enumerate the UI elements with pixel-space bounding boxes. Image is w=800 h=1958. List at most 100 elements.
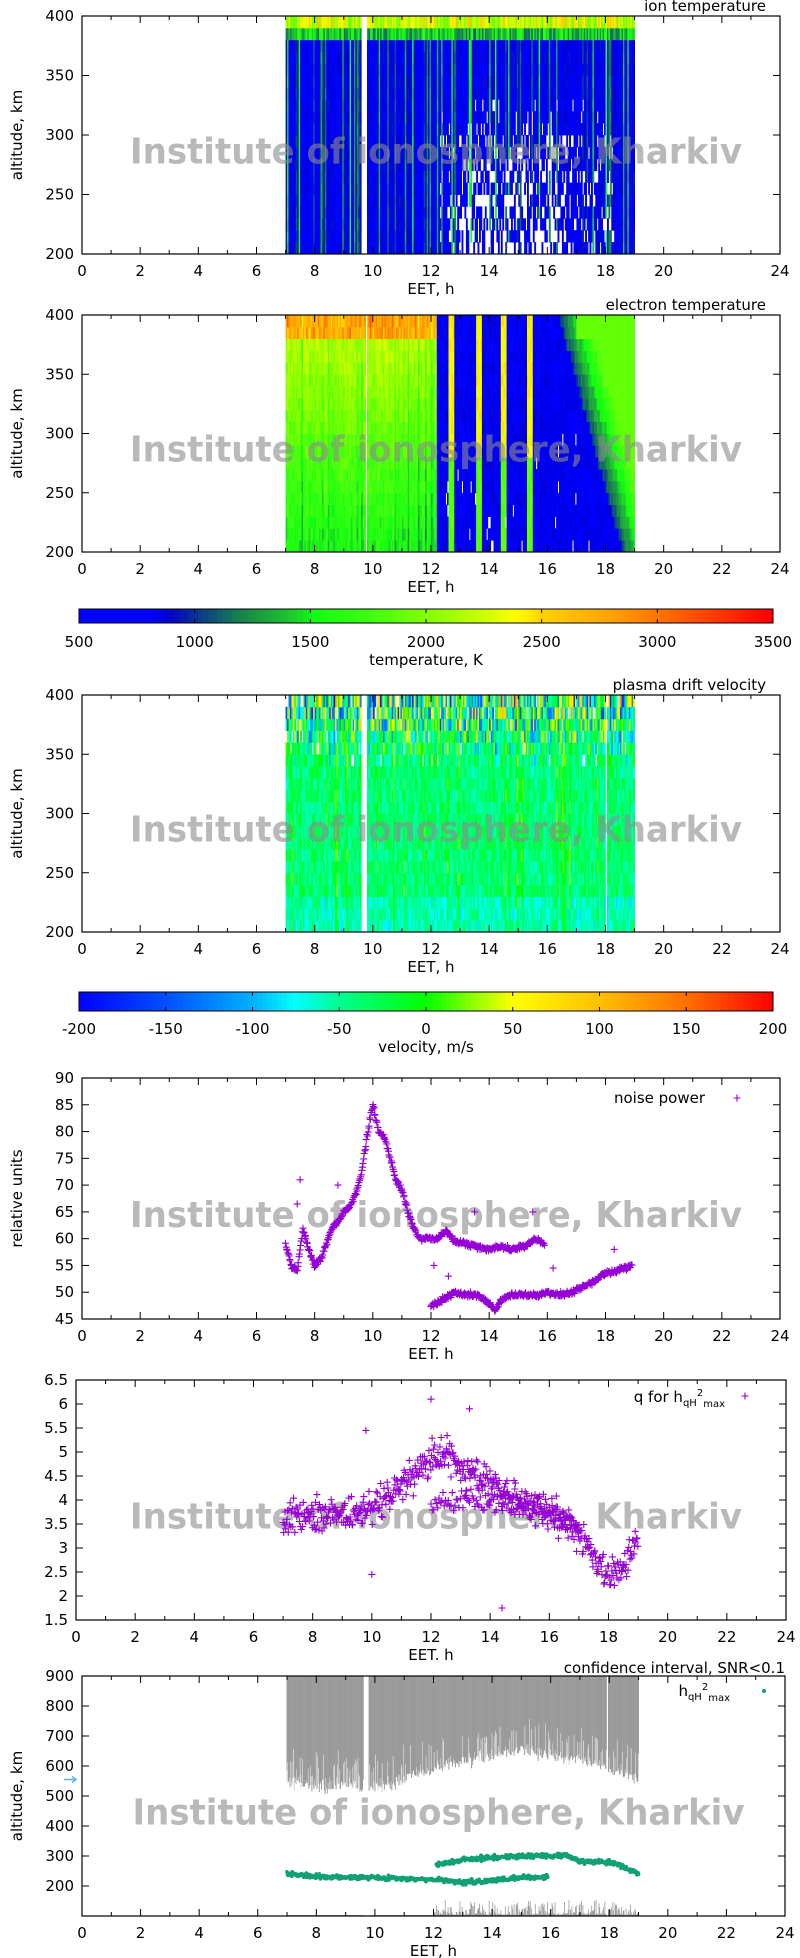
heatmap-cell <box>401 242 404 255</box>
heatmap-cell <box>490 206 493 219</box>
heatmap-cell <box>505 111 508 124</box>
heatmap-cell <box>326 111 329 124</box>
heatmap-cell <box>513 194 516 207</box>
heatmap-cell <box>393 146 396 160</box>
heatmap-cell <box>337 123 340 136</box>
heatmap-cell <box>288 16 291 29</box>
heatmap-cell <box>419 63 422 76</box>
heatmap-cell <box>511 51 513 64</box>
heatmap-cell <box>358 27 361 41</box>
heatmap-cell <box>460 27 462 41</box>
heatmap-cell <box>556 146 558 160</box>
heatmap-cell <box>295 194 298 207</box>
heatmap-cell <box>368 87 371 100</box>
heatmap-cell <box>585 158 587 172</box>
heatmap-cell <box>477 16 480 29</box>
heatmap-cell <box>292 242 295 255</box>
heatmap-cell <box>358 39 361 53</box>
heatmap-cell <box>476 230 478 243</box>
heatmap-cell <box>287 206 289 219</box>
heatmap-cell <box>528 111 531 124</box>
heatmap-cell <box>480 51 483 64</box>
heatmap-cell <box>308 146 311 160</box>
heatmap-cell <box>288 242 291 255</box>
heatmap-cell <box>289 158 292 172</box>
heatmap-cell <box>449 123 452 136</box>
heatmap-cell <box>511 63 513 76</box>
heatmap-cell <box>582 146 585 160</box>
heatmap-cell <box>332 206 334 219</box>
heatmap-cell <box>588 218 590 231</box>
heatmap-cell <box>313 230 316 243</box>
heatmap-cell <box>423 135 426 148</box>
heatmap-cell <box>359 16 362 29</box>
heatmap-cell <box>426 63 429 76</box>
heatmap-cell <box>310 230 313 243</box>
heatmap-cell <box>308 158 311 172</box>
heatmap-cell <box>394 27 397 41</box>
heatmap-cell <box>476 75 478 88</box>
heatmap-cell <box>307 111 310 124</box>
heatmap-cell <box>301 51 304 64</box>
heatmap-cell <box>445 75 448 88</box>
heatmap-cell <box>543 158 545 172</box>
heatmap-cell <box>511 99 513 112</box>
heatmap-cell <box>298 111 301 124</box>
heatmap-cell <box>342 194 345 207</box>
heatmap-cell <box>342 75 345 88</box>
heatmap-cell <box>473 87 476 100</box>
heatmap-cell <box>461 27 464 41</box>
heatmap-cell <box>477 182 480 195</box>
heatmap-cell <box>317 16 320 29</box>
heatmap-cell <box>339 111 342 124</box>
heatmap-cell <box>551 194 554 207</box>
heatmap-cell <box>305 123 308 136</box>
heatmap-cell <box>496 123 499 136</box>
heatmap-cell <box>321 75 324 88</box>
heatmap-cell <box>342 206 345 219</box>
heatmap-cell <box>465 182 468 195</box>
heatmap-cell <box>314 170 317 183</box>
heatmap-cell <box>416 182 419 195</box>
heatmap-cell <box>525 39 528 53</box>
heatmap-cell <box>537 158 540 172</box>
heatmap-cell <box>554 194 557 207</box>
heatmap-cell <box>335 87 337 100</box>
heatmap-cell <box>415 87 417 100</box>
heatmap-cell <box>330 158 333 172</box>
heatmap-cell <box>381 99 384 112</box>
heatmap-cell <box>464 27 467 41</box>
heatmap-cell <box>310 111 313 124</box>
heatmap-cell <box>345 206 348 219</box>
heatmap-cell <box>633 206 635 219</box>
heatmap-cell <box>383 123 385 136</box>
heatmap <box>285 16 635 255</box>
heatmap-cell <box>300 63 302 76</box>
heatmap-cell <box>529 135 532 148</box>
heatmap-cell <box>474 51 477 64</box>
heatmap-cell <box>473 39 476 53</box>
heatmap-cell <box>465 51 468 64</box>
heatmap-cell <box>527 146 529 160</box>
heatmap-cell <box>468 51 471 64</box>
heatmap-cell <box>359 123 362 136</box>
heatmap-cell <box>316 99 318 112</box>
heatmap-cell <box>577 16 580 29</box>
heatmap-cell <box>429 242 432 255</box>
heatmap-cell <box>591 194 593 207</box>
heatmap-cell <box>340 218 343 231</box>
heatmap-cell <box>425 16 428 29</box>
heatmap-cell <box>521 16 524 29</box>
heatmap-cell <box>396 111 398 124</box>
heatmap-cell <box>327 39 330 53</box>
heatmap-cell <box>416 63 419 76</box>
heatmap-cell <box>545 39 548 53</box>
heatmap-cell <box>525 87 528 100</box>
heatmap-cell <box>513 51 516 64</box>
heatmap-cell <box>355 87 358 100</box>
heatmap-cell <box>407 16 410 29</box>
heatmap-cell <box>305 63 308 76</box>
heatmap-cell <box>321 206 324 219</box>
heatmap-cell <box>323 111 326 124</box>
heatmap-cell <box>346 135 349 148</box>
